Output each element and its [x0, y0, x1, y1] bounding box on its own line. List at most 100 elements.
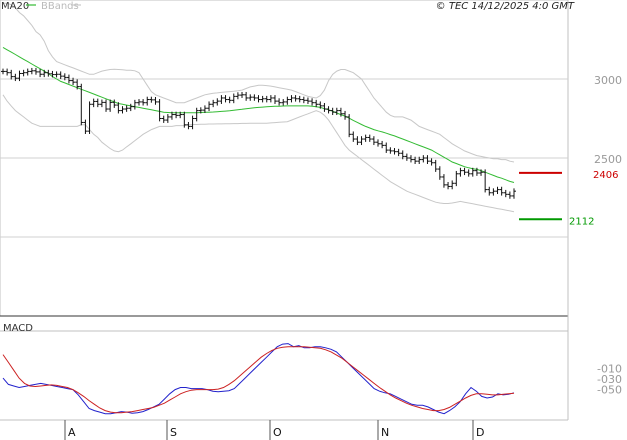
month-tick-label: D: [476, 426, 484, 439]
price-bar: [400, 150, 405, 160]
month-tick-label: A: [68, 426, 76, 439]
price-bar: [281, 99, 286, 106]
price-bar: [392, 148, 397, 155]
macd-panel-title: MACD: [3, 323, 33, 334]
copyright-text: © TEC 14/12/2025 4:0 GMT: [436, 1, 575, 12]
price-bar: [223, 95, 228, 103]
price-bar: [466, 169, 471, 177]
price-bar: [437, 166, 442, 180]
price-bar: [305, 97, 310, 104]
price-bar: [17, 70, 22, 82]
price-bar: [384, 142, 389, 153]
price-bar: [75, 79, 80, 90]
price-bar: [343, 110, 348, 120]
price-bar: [363, 134, 368, 142]
price-bar: [359, 136, 364, 146]
price-bar: [425, 155, 430, 165]
macd-line: [2, 343, 515, 415]
price-bar: [165, 114, 170, 123]
price-bar: [462, 167, 467, 176]
price-bar: [446, 182, 451, 190]
price-bar: [433, 159, 438, 172]
price-bar: [50, 70, 55, 78]
price-bar: [244, 91, 249, 101]
price-bar: [149, 96, 154, 103]
price-bar: [334, 107, 339, 116]
price-bar: [178, 111, 183, 119]
price-bar: [512, 188, 516, 199]
price-bar: [491, 188, 496, 196]
price-bar: [396, 148, 401, 157]
price-bar: [38, 69, 43, 78]
price-tick-label: 2500: [594, 153, 622, 166]
price-bar: [116, 102, 121, 114]
price-bar: [5, 68, 10, 76]
price-bar: [46, 69, 51, 77]
price-bar: [408, 155, 413, 163]
price-bar: [198, 107, 203, 114]
price-bar: [124, 105, 129, 112]
price-tick-label: 3000: [594, 74, 622, 87]
price-bar: [268, 95, 273, 103]
price-bar: [322, 103, 327, 112]
price-bar: [413, 156, 418, 165]
price-bar: [495, 186, 500, 195]
price-bar: [507, 191, 512, 199]
price-bar: [330, 107, 335, 116]
legend: MA20 BBands: [1, 1, 81, 12]
price-bar: [326, 106, 331, 114]
price-bar: [66, 74, 71, 84]
price-bar: [153, 97, 158, 105]
month-tick-label: N: [381, 426, 389, 439]
price-bar: [71, 77, 76, 86]
price-bar: [293, 95, 298, 102]
price-bar: [194, 107, 199, 122]
price-bar: [190, 115, 195, 130]
price-bar: [479, 169, 484, 176]
price-bar: [9, 69, 14, 80]
price-bar: [169, 111, 174, 120]
price-bar: [260, 95, 265, 103]
price-bar: [376, 139, 381, 147]
price-bar: [388, 147, 393, 154]
price-bar: [186, 121, 191, 130]
price-bar: [347, 114, 352, 138]
price-bar: [297, 95, 302, 103]
price-bar: [417, 156, 422, 165]
price-bar: [367, 134, 372, 142]
price-bar: [314, 99, 319, 108]
macd-tick-label: -010: [597, 363, 622, 376]
bbands-lower-line: [2, 94, 515, 213]
price-bar: [211, 99, 216, 108]
price-bar: [21, 69, 26, 77]
price-bar: [248, 94, 253, 101]
price-bar: [454, 170, 459, 187]
support-level-label: 2112: [569, 216, 594, 227]
bbands-upper-line: [3, 2, 515, 163]
price-bar: [157, 99, 162, 122]
price-bar: [487, 186, 492, 196]
price-bar: [499, 186, 504, 196]
price-bar: [474, 167, 479, 176]
price-bar: [1, 68, 5, 75]
price-bar: [483, 169, 488, 193]
price-bar: [429, 158, 434, 166]
price-bar: [33, 67, 38, 75]
price-bar: [458, 167, 463, 177]
macd-tick-label: -050: [597, 384, 622, 397]
price-bar: [355, 136, 360, 146]
price-bar: [235, 92, 240, 100]
price-bar: [227, 96, 232, 104]
price-bar: [215, 98, 220, 106]
price-bar: [371, 136, 376, 146]
month-tick-label: O: [273, 426, 282, 439]
price-bar: [58, 71, 63, 79]
price-bar: [128, 103, 133, 112]
resistance-level-label: 2406: [593, 170, 618, 181]
price-bar: [29, 67, 34, 75]
price-bar: [13, 73, 18, 82]
price-bar: [202, 105, 207, 113]
price-bar: [108, 99, 113, 112]
price-bar: [450, 180, 455, 190]
